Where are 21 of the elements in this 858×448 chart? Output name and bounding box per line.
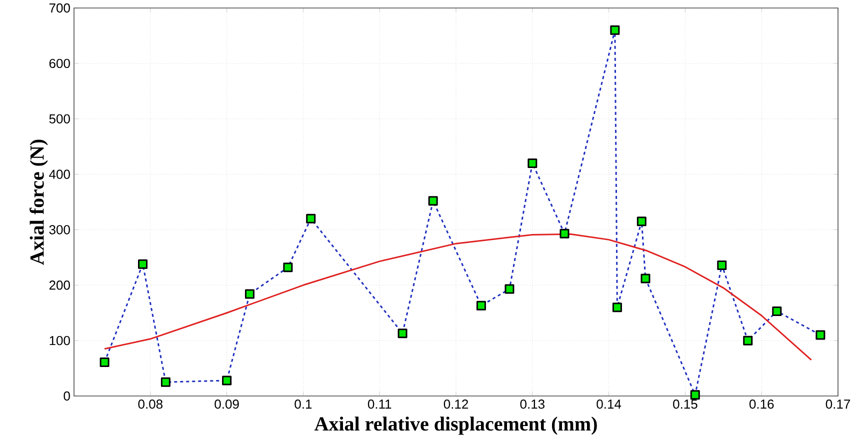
y-tick-label: 0 bbox=[64, 391, 70, 401]
y-tick-label: 400 bbox=[49, 170, 70, 179]
y-axis-title: Axial force (N) bbox=[30, 140, 48, 265]
y-tick-label: 100 bbox=[50, 336, 70, 346]
y-tick-label: 300 bbox=[49, 225, 70, 234]
x-tick-label: 0.16 bbox=[749, 400, 774, 409]
x-tick-label: 0.14 bbox=[596, 400, 622, 409]
y-tick-label: 500 bbox=[49, 114, 70, 124]
x-tick-label: 0.11 bbox=[368, 400, 392, 409]
line-series bbox=[104, 233, 812, 361]
x-tick-label: 0.13 bbox=[520, 400, 544, 409]
x-tick-label: 0.1 bbox=[294, 400, 312, 409]
y-tick-label: 700 bbox=[49, 3, 70, 13]
x-tick-label: 0.15 bbox=[673, 400, 698, 409]
x-tick-label: 0.09 bbox=[214, 400, 239, 409]
x-axis-title: Axial relative displacement (mm) bbox=[314, 416, 597, 435]
x-tick-label: 0.12 bbox=[444, 400, 468, 409]
x-tick-label: 0.17 bbox=[826, 400, 850, 409]
y-tick-label: 200 bbox=[49, 280, 70, 290]
x-tick-label: 0.08 bbox=[138, 400, 162, 409]
y-tick-label: 600 bbox=[49, 58, 70, 68]
